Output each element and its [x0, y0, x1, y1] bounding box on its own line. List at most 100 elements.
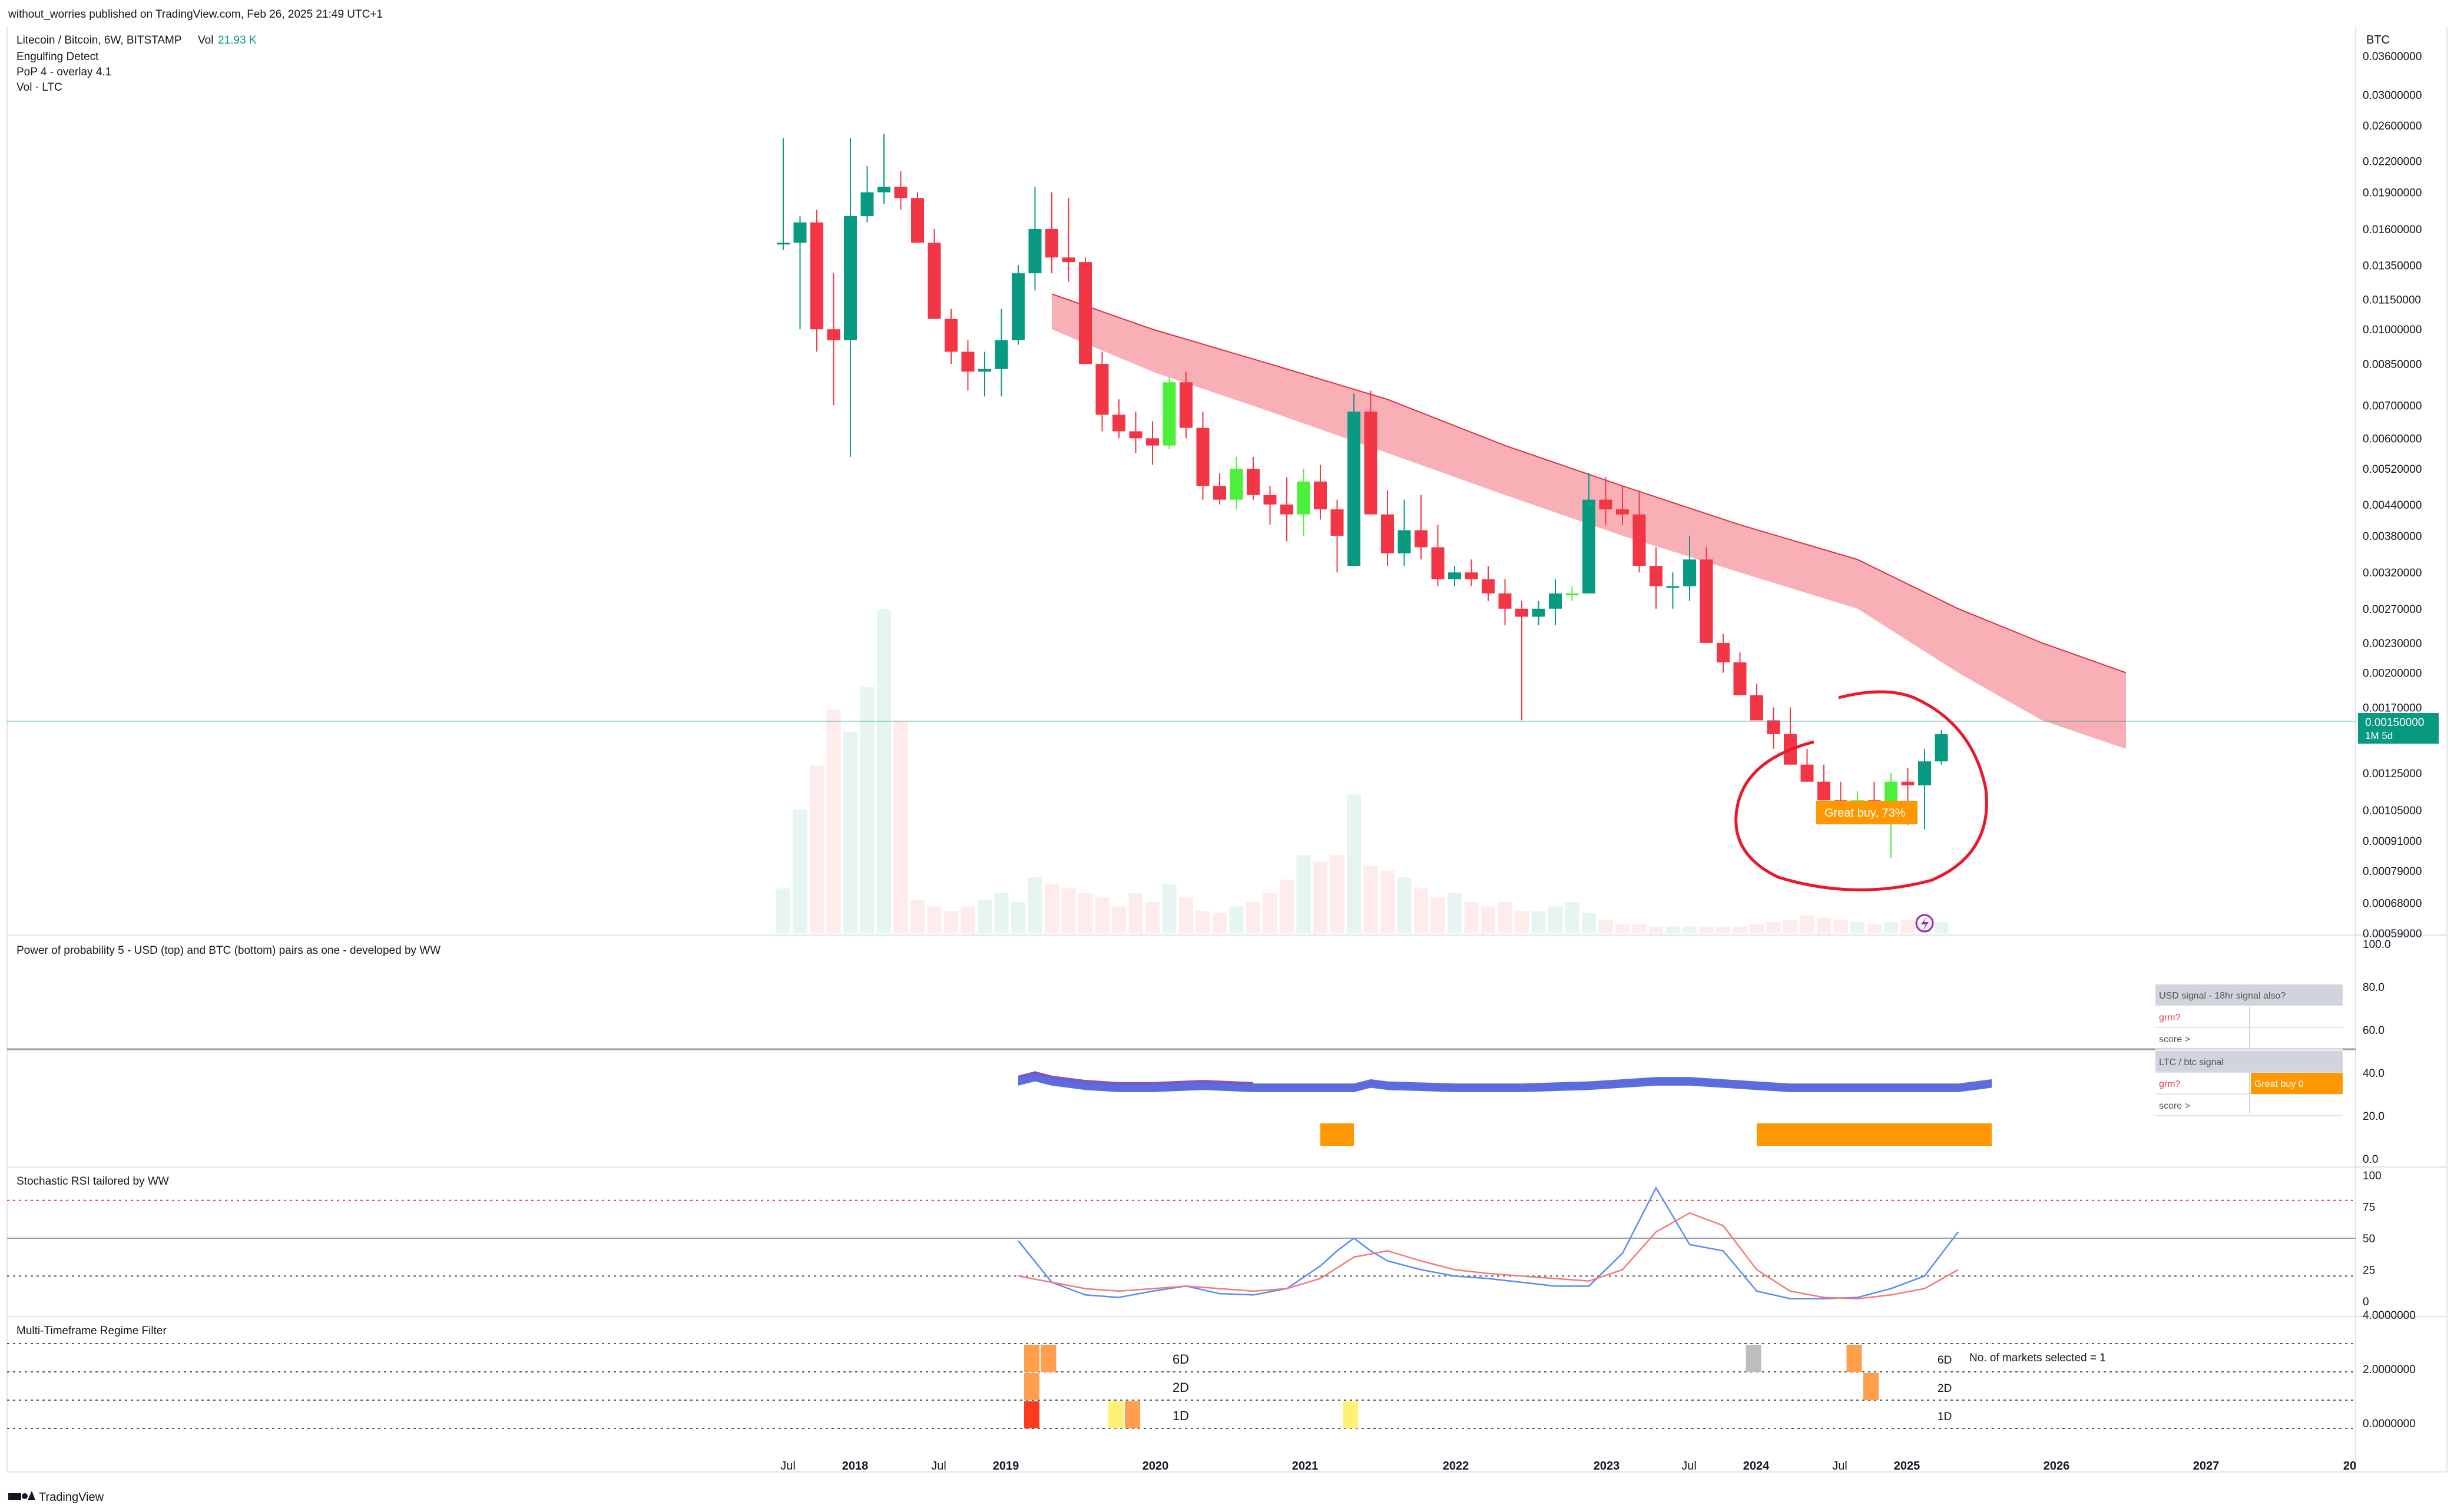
- volume-bar: [978, 900, 992, 933]
- indicator-engulfing[interactable]: Engulfing Detect: [16, 51, 99, 63]
- pop-axis[interactable]: 100.0 80.0 60.0 40.0 20.0 0.0: [2363, 939, 2391, 1166]
- candle-body: [1599, 499, 1612, 510]
- volume-bar: [1531, 911, 1546, 933]
- price-axis[interactable]: 0.03600000 0.03000000 0.02600000 0.02200000…: [2363, 51, 2422, 940]
- time-tick-label: 2023: [1594, 1460, 1620, 1473]
- candle-body: [1700, 559, 1713, 643]
- publisher-line: without_worries published on TradingView…: [8, 8, 383, 21]
- volume-bar: [1246, 901, 1260, 933]
- candle-body: [1717, 642, 1730, 662]
- pop-tick-label: 40.0: [2363, 1067, 2385, 1080]
- mtf-tick-label: 4.0000000: [2363, 1309, 2416, 1322]
- candle-body: [1314, 481, 1327, 510]
- table-cell-label: grm?: [2159, 1013, 2181, 1023]
- vol-value: 21.93 K: [218, 34, 257, 47]
- great-buy-annotation: Great buy, 73%: [1734, 690, 1988, 891]
- volume-bar: [1280, 879, 1294, 933]
- mtf-axis[interactable]: 4.0000000 2.0000000 0.0000000: [2363, 1309, 2416, 1430]
- volume-bar: [1867, 924, 1882, 933]
- price-tick-label: 0.00270000: [2363, 604, 2422, 616]
- volume-bar: [1162, 884, 1177, 933]
- stoch-title[interactable]: Stochastic RSI tailored by WW: [16, 1175, 169, 1188]
- candle-body: [1918, 761, 1931, 785]
- candle-body: [1750, 695, 1763, 721]
- panel-frames: [6, 26, 2448, 1473]
- candle-body: [827, 329, 840, 340]
- volume-bar: [1430, 897, 1445, 933]
- volume-bar: [1515, 911, 1529, 933]
- mtf-cell: [1108, 1401, 1124, 1428]
- candle-body: [860, 192, 874, 216]
- candle-body: [1800, 764, 1814, 782]
- symbol-title[interactable]: Litecoin / Bitcoin, 6W, BITSTAMP: [16, 34, 182, 47]
- volume-bar: [1263, 893, 1277, 933]
- candle-body: [1112, 415, 1125, 432]
- table-cell-label: LTC / btc signal: [2159, 1057, 2224, 1067]
- indicator-pop[interactable]: PoP 4 - overlay 4.1: [16, 66, 111, 78]
- price-tick-label: 0.00700000: [2363, 400, 2422, 413]
- candle-body: [1465, 572, 1478, 579]
- volume-bar: [1464, 901, 1479, 933]
- table-cell-label: grm?: [2159, 1079, 2181, 1089]
- candle-body: [1885, 781, 1897, 807]
- mtf-cell: [1024, 1401, 1039, 1428]
- candle-body: [1364, 412, 1377, 515]
- pop-title[interactable]: Power of probability 5 - USD (top) and B…: [16, 944, 441, 957]
- time-axis[interactable]: Jul 2018 Jul 2019 2020 2021 2022 2023 Jul 2024 Jul…: [780, 1460, 2356, 1473]
- volume-bar: [1145, 901, 1160, 933]
- price-tick-label: 0.00105000: [2363, 805, 2422, 817]
- volume-bar: [1414, 888, 1428, 933]
- volume-bar: [1481, 906, 1495, 933]
- price-tick-label: 0.01000000: [2363, 324, 2422, 336]
- vol-label: Vol: [198, 34, 213, 47]
- candlesticks[interactable]: [777, 134, 1948, 858]
- indicator-vol[interactable]: Vol · LTC: [16, 81, 62, 94]
- stoch-axis[interactable]: 100 75 50 25 0: [2363, 1170, 2382, 1308]
- volume-bar: [1783, 920, 1797, 933]
- volume-bar: [1615, 924, 1630, 933]
- volume-bar: [1766, 922, 1781, 933]
- price-tick-label: 0.02600000: [2363, 120, 2422, 132]
- candle-body: [1733, 662, 1747, 695]
- volume-bar: [1850, 922, 1864, 933]
- candle-body: [1482, 579, 1495, 593]
- volume-bar: [1817, 917, 1831, 933]
- volume-bar: [1900, 920, 1915, 933]
- candle-body: [810, 222, 823, 330]
- pop-plot: [1018, 1071, 1992, 1146]
- stoch-k-line: [1018, 1186, 1959, 1299]
- price-tick-label: 0.00230000: [2363, 638, 2422, 650]
- mtf-row-label: 6D: [1173, 1352, 1189, 1367]
- candle-body: [1448, 572, 1461, 579]
- volume-bar: [1313, 861, 1327, 933]
- volume-bar: [927, 906, 942, 933]
- candle-body: [1180, 382, 1193, 428]
- candle-body: [1297, 481, 1310, 515]
- price-tick-label: 0.01350000: [2363, 260, 2422, 272]
- lightning-icon[interactable]: [1915, 914, 1934, 933]
- mtf-cell: [1343, 1401, 1359, 1428]
- volume-bar: [826, 709, 841, 933]
- volume-bar: [1884, 922, 1898, 933]
- time-tick-label: 2025: [1894, 1460, 1920, 1473]
- candle-body: [1062, 257, 1075, 263]
- volume-bar: [1598, 920, 1613, 933]
- price-tick-label: 0.00059000: [2363, 928, 2422, 940]
- mtf-title[interactable]: Multi-Timeframe Regime Filter: [16, 1325, 167, 1337]
- tradingview-logo[interactable]: TradingView: [8, 1491, 104, 1504]
- candle-body: [1330, 509, 1344, 536]
- price-tick-label: 0.03000000: [2363, 89, 2422, 102]
- candle-body: [1582, 499, 1595, 593]
- time-tick-label: Jul: [1681, 1460, 1697, 1473]
- time-tick-label: 2020: [1142, 1460, 1169, 1473]
- pop-tick-label: 0.0: [2363, 1153, 2378, 1166]
- mtf-cell: [1746, 1345, 1761, 1372]
- price-tick-label: 0.02200000: [2363, 155, 2422, 168]
- candle-body: [1263, 495, 1277, 505]
- price-tick-label: 0.01150000: [2363, 294, 2421, 307]
- legend: Litecoin / Bitcoin, 6W, BITSTAMP Vol 21.…: [16, 34, 257, 94]
- price-tick-label: 0.00440000: [2363, 499, 2422, 512]
- candle-body: [894, 187, 908, 198]
- candle-body: [1415, 530, 1428, 548]
